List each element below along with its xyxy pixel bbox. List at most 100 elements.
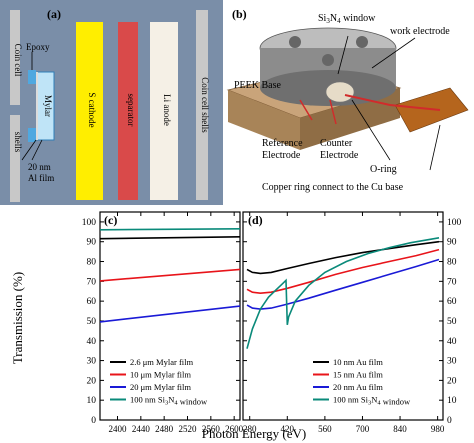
al-film-arrow-2: [31, 139, 43, 161]
screw-2: [356, 36, 368, 48]
y-tick-label: 80: [87, 258, 97, 268]
legend-entry: 100 nm Si3N4 window: [130, 395, 208, 407]
mylar-label: Mylar: [43, 95, 53, 117]
y-tick-label-right: 40: [447, 337, 457, 347]
peek-base-label: PEEK Base: [234, 80, 282, 91]
series-line: [99, 228, 241, 231]
y-tick-label: 10: [87, 396, 97, 406]
screw-3: [322, 54, 334, 66]
legend-entry: 20 nm Au film: [333, 382, 383, 392]
work-electrode-arrow: [371, 37, 416, 69]
epoxy-label: Epoxy: [26, 42, 50, 52]
panel-b-label: (b): [232, 7, 247, 21]
y-tick-label-right: 100: [447, 218, 462, 228]
y-tick-label: 20: [87, 376, 97, 386]
window-label: Si3N4 window: [318, 13, 376, 25]
chart-c: 2400 2440 2480 2520 2560 2600 0 10 20 30 40 50 60 70 8…: [82, 211, 244, 434]
coin-cell-label: Coin cell: [13, 44, 23, 77]
y-tick-label-right: 60: [447, 297, 457, 307]
y-tick-label: 0: [91, 416, 96, 426]
y-tick-label: 70: [87, 277, 97, 287]
x-tick-label: 420: [281, 424, 295, 434]
window-arrow: [337, 35, 349, 75]
x-tick-label: 2400: [109, 424, 128, 434]
oring-arrow: [351, 99, 391, 161]
x-tick-label: 2440: [132, 424, 151, 434]
work-electrode-wire: [344, 94, 441, 111]
y-tick-label: 30: [87, 357, 97, 367]
o-ring: [325, 81, 355, 103]
y-tick-label-right: 50: [447, 317, 457, 327]
y-tick-label-right: 20: [447, 376, 457, 386]
separator-label: separator: [126, 94, 136, 127]
charts: 2400 2440 2480 2520 2560 2600 0 10 20 30 40 50 60 70 8…: [10, 211, 462, 441]
s-cathode-label: S cathode: [87, 92, 97, 127]
x-tick-label: 980: [431, 424, 445, 434]
x-tick-label: 560: [318, 424, 332, 434]
work-electrode-label: work electrode: [390, 26, 450, 37]
coin-cell-shells-label: Coin cell shells: [200, 77, 210, 133]
chart-c-label: (c): [104, 213, 117, 227]
screw-1: [289, 36, 301, 48]
legend-entry: 10 nm Au film: [333, 357, 383, 367]
counter-electrode-label-2: Electrode: [320, 150, 359, 161]
series-line: [246, 237, 440, 349]
x-tick-label: 2480: [155, 424, 174, 434]
legend-entry: 2.6 μm Mylar film: [130, 357, 193, 367]
series-line: [246, 240, 440, 275]
x-tick-label: 2560: [202, 424, 221, 434]
y-tick-label: 40: [87, 337, 97, 347]
x-tick-label: 700: [356, 424, 370, 434]
y-tick-label-right: 90: [447, 238, 457, 248]
y-tick-label-right: 70: [447, 277, 457, 287]
y-axis-title: Transmission (%): [10, 272, 25, 364]
separator-block: [118, 22, 138, 200]
x-tick-label: 2600: [225, 424, 244, 434]
chart-d-label: (d): [248, 213, 263, 227]
li-anode-label: Li anode: [162, 94, 172, 126]
panel-a-label: (a): [47, 7, 61, 21]
y-tick-label-right: 0: [447, 416, 452, 426]
left-shell-bottom: [10, 115, 20, 202]
x-tick-label: 2520: [179, 424, 198, 434]
y-tick-label: 90: [87, 238, 97, 248]
x-tick-label: 280: [243, 424, 257, 434]
y-tick-label: 100: [82, 218, 97, 228]
legend-entry: 100 nm Si3N4 window: [333, 395, 411, 407]
copper-arrow: [429, 124, 441, 171]
peek-base-front: [228, 90, 300, 150]
y-tick-label-right: 30: [447, 357, 457, 367]
y-tick-label-right: 10: [447, 396, 457, 406]
epoxy-block-top: [28, 70, 36, 84]
peek-base-side: [300, 88, 400, 150]
counter-wire: [329, 99, 337, 125]
counter-electrode-label-1: Counter: [320, 138, 353, 149]
legend-entry: 20 μm Mylar film: [130, 382, 191, 392]
panel-b: (b) Si3N4 window work electrode PEEK Bas…: [225, 0, 474, 205]
plot-frame: [242, 211, 444, 421]
reference-wire: [299, 99, 313, 121]
epoxy-block-bottom: [28, 128, 36, 142]
y-tick-label: 60: [87, 297, 97, 307]
al-film-thickness-label: 20 nm: [28, 162, 51, 172]
reference-electrode-label-1: Reference: [262, 138, 303, 149]
x-axis-title: Photon Energy (eV): [202, 426, 306, 441]
li-anode-block: [150, 22, 178, 200]
series-line: [246, 258, 440, 310]
series-line: [99, 268, 241, 282]
left-shell-top: [10, 10, 20, 105]
right-shell-block: [196, 10, 208, 200]
oring-label: O-ring: [370, 164, 397, 175]
series-line: [99, 236, 241, 240]
legend-entry: 10 μm Mylar film: [130, 370, 191, 380]
reference-electrode-label-2: Electrode: [262, 150, 301, 161]
al-film-arrow-1: [21, 139, 37, 161]
series-line: [246, 248, 440, 295]
shells-label: shells: [13, 132, 23, 153]
al-film-label: Al film: [28, 173, 54, 183]
panel-a: (a) Coin cell Epoxy Mylar shells 20 nm A…: [0, 0, 223, 205]
legend-entry: 15 nm Au film: [333, 370, 383, 380]
series-line: [99, 305, 241, 323]
